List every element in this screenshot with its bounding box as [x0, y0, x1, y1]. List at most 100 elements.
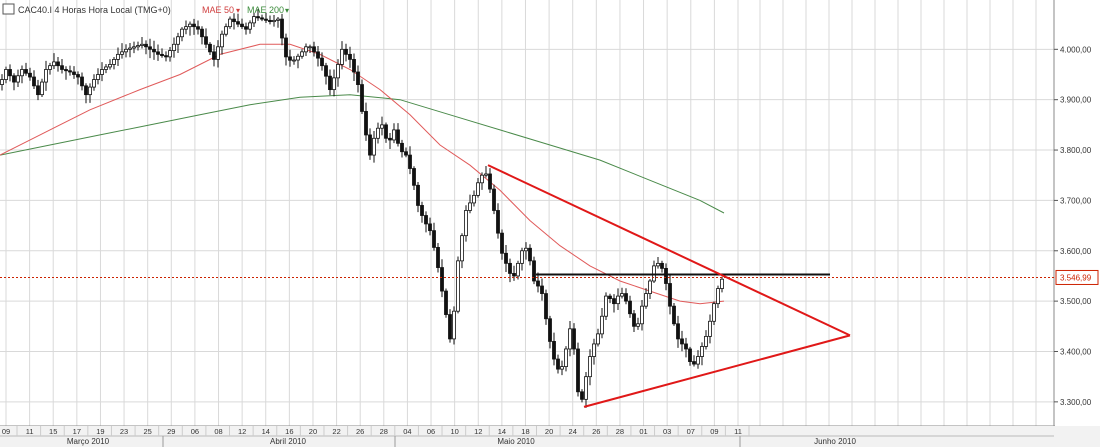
candle-body: [28, 72, 32, 78]
candle-body: [444, 290, 448, 315]
candle-body: [108, 64, 112, 68]
current-price-box: [1055, 269, 1099, 285]
candle-body: [480, 174, 484, 184]
candle-body: [712, 303, 716, 322]
x-day-label: 09: [2, 427, 10, 436]
candle-body: [96, 74, 100, 80]
x-day-label: 17: [73, 427, 81, 436]
candle-body: [224, 26, 228, 35]
candle-body: [628, 300, 632, 315]
x-day-label: 26: [356, 427, 364, 436]
candle-body: [8, 69, 12, 77]
candle-body: [388, 137, 392, 141]
candle-body: [632, 313, 636, 327]
ma200-line: [0, 94, 725, 214]
candle-body: [244, 26, 248, 30]
candle-body: [472, 194, 476, 204]
candle-body: [56, 61, 60, 67]
y-tick-label: 3.300,00: [1060, 398, 1092, 407]
candle-body: [140, 43, 144, 46]
candle-body: [536, 280, 540, 287]
candle-body: [132, 46, 136, 49]
candle-body: [180, 28, 184, 38]
candle-body: [716, 288, 720, 305]
ma50-path: [0, 43, 725, 305]
x-day-label: 08: [214, 427, 222, 436]
y-tick-label: 3.900,00: [1060, 96, 1092, 105]
candle-body: [92, 79, 96, 88]
x-day-label: 12: [238, 427, 246, 436]
candle-body: [452, 310, 456, 340]
candle-body: [448, 314, 452, 340]
candle-body: [512, 273, 516, 277]
candle-body: [12, 75, 16, 83]
candle-body: [80, 76, 84, 87]
plot-background: [0, 0, 1054, 426]
x-day-label: 22: [332, 427, 340, 436]
candle-body: [364, 111, 368, 136]
candle-body: [144, 43, 148, 48]
candle-body: [560, 366, 564, 370]
candle-body: [40, 81, 44, 96]
candle-body: [100, 69, 104, 75]
x-day-label: 18: [521, 427, 529, 436]
candle-body: [416, 184, 420, 206]
x-day-label: 25: [144, 427, 152, 436]
candle-body: [608, 295, 612, 300]
candle-body: [600, 315, 604, 335]
candle-body: [468, 202, 472, 211]
candle-body: [312, 46, 316, 53]
candle-body: [296, 55, 300, 61]
candle-body: [372, 137, 376, 156]
candle-body: [460, 235, 464, 262]
candle-body: [124, 48, 128, 53]
candle-body: [676, 323, 680, 340]
candle-body: [384, 124, 388, 139]
candle-body: [576, 348, 580, 393]
candle-body: [696, 356, 700, 365]
x-axis: 09 11 15 17 19 23 25 29 06 08 12 14 16 20 22 26 28 04 06 10…: [0, 426, 1100, 447]
ma50-dropdown-icon[interactable]: ▾: [236, 6, 240, 15]
ma50-label[interactable]: MAE 50: [202, 5, 234, 15]
candle-body: [216, 46, 220, 60]
chart-window-icon[interactable]: [2, 3, 15, 15]
ma200-dropdown-icon[interactable]: ▾: [285, 6, 289, 15]
candle-body: [320, 57, 324, 67]
candle-body: [360, 84, 364, 112]
candle-body: [184, 26, 188, 30]
candle-body: [16, 75, 20, 83]
candle-body: [4, 69, 8, 80]
candle-body: [520, 250, 524, 264]
candle-body: [300, 51, 304, 57]
candle-body: [256, 16, 260, 19]
candle-body: [684, 343, 688, 350]
candle-body: [704, 335, 708, 347]
candle-body: [540, 285, 544, 294]
candle-body: [112, 58, 116, 65]
ma200-path: [0, 94, 725, 214]
ma50-line: [0, 43, 725, 305]
candle-body: [352, 58, 356, 73]
candle-body: [604, 295, 608, 317]
candle-body: [272, 19, 276, 23]
candle-body: [408, 154, 412, 169]
candle-body: [700, 346, 704, 357]
x-day-label: 26: [592, 427, 600, 436]
candle-body: [336, 64, 340, 79]
candle-body: [0, 79, 4, 85]
x-day-label: 06: [191, 427, 199, 436]
ma200-label[interactable]: MAE 200: [247, 5, 284, 15]
candle-body: [648, 280, 652, 294]
candle-body: [668, 283, 672, 307]
candle-body: [404, 151, 408, 156]
candle-body: [424, 215, 428, 225]
candle-body: [720, 278, 724, 289]
candle-body: [492, 188, 496, 211]
candle-body: [584, 376, 588, 400]
x-day-label: 14: [498, 427, 506, 436]
candle-body: [44, 69, 48, 83]
x-day-label: 19: [96, 427, 104, 436]
candle-body: [396, 129, 400, 144]
candle-body: [672, 305, 676, 325]
